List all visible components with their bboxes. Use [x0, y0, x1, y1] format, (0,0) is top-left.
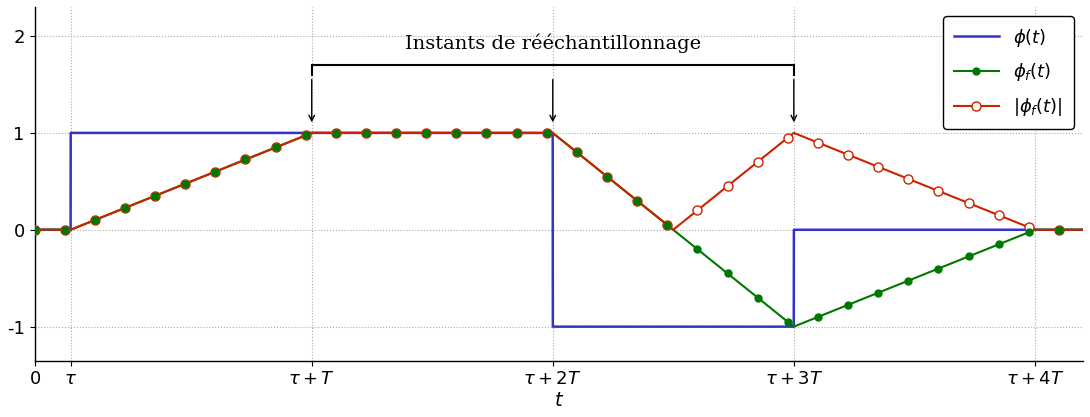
Text: Instants de rééchantillonnage: Instants de rééchantillonnage — [404, 34, 701, 53]
X-axis label: $t$: $t$ — [554, 391, 564, 410]
Legend: $\phi(t)$, $\phi_f(t)$, $|\phi_f(t)|$: $\phi(t)$, $\phi_f(t)$, $|\phi_f(t)|$ — [943, 16, 1074, 129]
